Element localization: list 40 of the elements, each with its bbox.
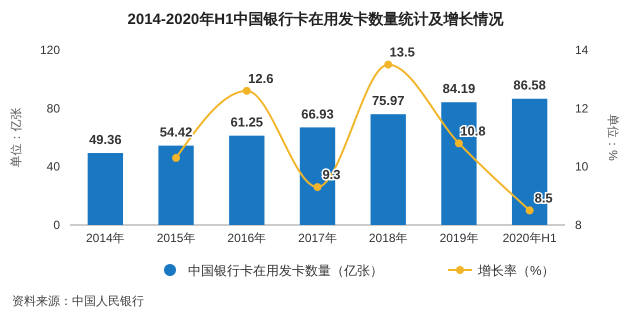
data-label: 86.58	[513, 78, 546, 93]
point	[526, 206, 534, 214]
y2-tick-label: 12	[575, 101, 589, 116]
point	[242, 86, 251, 95]
y-tick-label: 40	[46, 160, 60, 174]
point	[454, 139, 463, 148]
y2-axis-title: 单位：%	[606, 114, 620, 162]
point	[384, 60, 392, 69]
x-tick-label: 2016年	[227, 231, 266, 245]
y-tick-label: 80	[46, 101, 60, 116]
data-label: 13.5	[390, 44, 415, 60]
y-axis-title: 单位：亿张	[9, 108, 23, 168]
x-tick-label: 2015年	[156, 231, 196, 245]
x-tick-label: 2020年H1	[502, 231, 557, 245]
text: 资料来源：中国人民银行	[12, 294, 144, 308]
chart-title: 2014-2020年H1中国银行卡在用发卡数量统计及增长情况	[128, 11, 504, 28]
data-label: 49.36	[89, 132, 122, 148]
bar	[88, 153, 124, 225]
data-label: 61.25	[230, 114, 264, 130]
legend-label: 增长率（%）	[477, 263, 555, 278]
bar	[229, 136, 264, 225]
y2-tick-label: 8	[575, 218, 582, 232]
y2-tick-label: 10	[575, 160, 589, 174]
y-tick-label: 120	[40, 43, 60, 57]
x-tick-label: 2018年	[368, 231, 408, 245]
bar	[370, 114, 406, 225]
x-tick-label: 2014年	[86, 231, 125, 245]
data-label: 12.6	[248, 70, 274, 86]
point	[314, 183, 322, 192]
x-tick-label: 2017年	[298, 231, 337, 245]
data-label: 54.42	[160, 124, 192, 140]
point	[172, 154, 180, 162]
data-label: 84.19	[442, 81, 476, 96]
legend-label: 中国银行卡在用发卡数量（亿张）	[188, 263, 383, 278]
x-tick-label: 2019年	[440, 231, 478, 245]
y2-tick-label: 14	[575, 43, 589, 57]
bar	[158, 146, 194, 225]
data-label: 75.97	[372, 93, 404, 108]
y-tick-label: 0	[53, 218, 60, 232]
data-label: 66.93	[301, 106, 334, 122]
